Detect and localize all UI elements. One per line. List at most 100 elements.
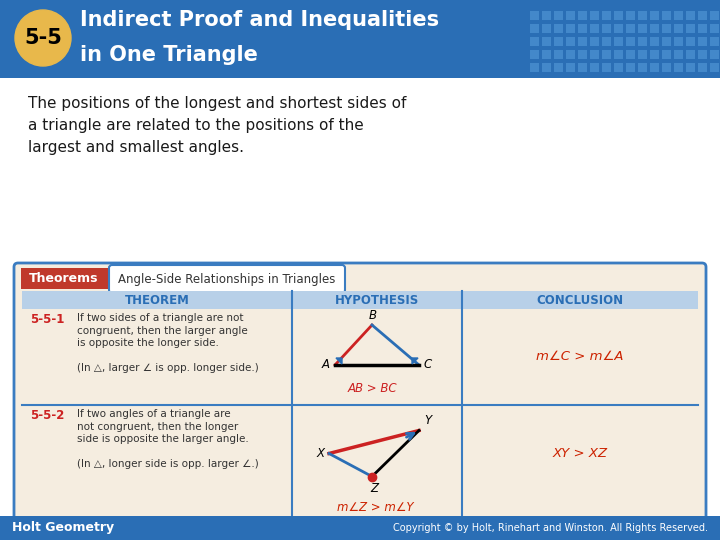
Text: X: X bbox=[316, 447, 324, 460]
Text: Holt Geometry: Holt Geometry bbox=[12, 522, 114, 535]
Bar bbox=[710, 24, 719, 33]
Text: XY > XZ: XY > XZ bbox=[552, 447, 608, 460]
Bar bbox=[662, 63, 671, 72]
Bar bbox=[566, 24, 575, 33]
Text: If two angles of a triangle are: If two angles of a triangle are bbox=[77, 409, 230, 419]
Bar bbox=[602, 11, 611, 20]
Bar bbox=[542, 50, 551, 59]
Text: 5-5: 5-5 bbox=[24, 28, 62, 48]
Bar bbox=[0, 0, 720, 78]
Bar bbox=[602, 50, 611, 59]
Bar bbox=[710, 63, 719, 72]
Bar bbox=[566, 63, 575, 72]
Bar bbox=[698, 50, 707, 59]
Bar bbox=[578, 63, 587, 72]
Bar bbox=[650, 37, 659, 46]
Bar bbox=[626, 63, 635, 72]
Bar bbox=[638, 63, 647, 72]
Text: largest and smallest angles.: largest and smallest angles. bbox=[28, 140, 244, 155]
Bar bbox=[530, 37, 539, 46]
Text: If two sides of a triangle are not: If two sides of a triangle are not bbox=[77, 313, 243, 323]
Bar bbox=[542, 37, 551, 46]
Text: 5-5-2: 5-5-2 bbox=[30, 409, 64, 422]
Bar bbox=[530, 11, 539, 20]
Text: side is opposite the larger angle.: side is opposite the larger angle. bbox=[77, 434, 248, 444]
Bar bbox=[710, 11, 719, 20]
Text: HYPOTHESIS: HYPOTHESIS bbox=[335, 294, 419, 307]
Polygon shape bbox=[336, 358, 342, 364]
Text: Z: Z bbox=[370, 483, 378, 496]
Bar bbox=[662, 50, 671, 59]
Text: B: B bbox=[369, 309, 377, 322]
Bar bbox=[590, 37, 599, 46]
Bar bbox=[554, 24, 563, 33]
Bar bbox=[578, 37, 587, 46]
Bar bbox=[626, 24, 635, 33]
Text: m∠Z > m∠Y: m∠Z > m∠Y bbox=[337, 501, 413, 514]
Bar bbox=[698, 37, 707, 46]
Bar bbox=[578, 24, 587, 33]
Bar bbox=[638, 37, 647, 46]
Bar bbox=[614, 11, 623, 20]
Text: The positions of the longest and shortest sides of: The positions of the longest and shortes… bbox=[28, 96, 406, 111]
Bar bbox=[662, 11, 671, 20]
Bar bbox=[590, 11, 599, 20]
Bar bbox=[698, 11, 707, 20]
Bar bbox=[710, 37, 719, 46]
Bar bbox=[614, 50, 623, 59]
Bar bbox=[686, 37, 695, 46]
Bar bbox=[662, 37, 671, 46]
Bar bbox=[578, 50, 587, 59]
Bar bbox=[650, 11, 659, 20]
Bar bbox=[614, 24, 623, 33]
Bar bbox=[662, 24, 671, 33]
Text: C: C bbox=[424, 357, 432, 370]
Text: Y: Y bbox=[424, 415, 431, 428]
Text: m∠C > m∠A: m∠C > m∠A bbox=[536, 350, 624, 363]
Bar bbox=[22, 291, 698, 309]
Bar bbox=[698, 63, 707, 72]
Text: A: A bbox=[322, 357, 330, 370]
Bar bbox=[542, 11, 551, 20]
Bar bbox=[590, 24, 599, 33]
Text: Theorems: Theorems bbox=[30, 273, 99, 286]
Bar bbox=[554, 63, 563, 72]
Text: in One Triangle: in One Triangle bbox=[80, 45, 258, 65]
Bar bbox=[542, 24, 551, 33]
Bar bbox=[0, 516, 720, 540]
Bar bbox=[590, 63, 599, 72]
Text: THEOREM: THEOREM bbox=[125, 294, 189, 307]
Bar bbox=[566, 11, 575, 20]
Bar bbox=[698, 24, 707, 33]
Bar bbox=[590, 50, 599, 59]
Text: is opposite the longer side.: is opposite the longer side. bbox=[77, 338, 219, 348]
Bar bbox=[638, 11, 647, 20]
Bar bbox=[626, 11, 635, 20]
Bar bbox=[638, 24, 647, 33]
FancyBboxPatch shape bbox=[14, 263, 706, 526]
Bar bbox=[686, 50, 695, 59]
Bar bbox=[686, 63, 695, 72]
Bar bbox=[674, 37, 683, 46]
Bar bbox=[710, 50, 719, 59]
Text: (In △, larger ∠ is opp. longer side.): (In △, larger ∠ is opp. longer side.) bbox=[77, 363, 258, 373]
Text: CONCLUSION: CONCLUSION bbox=[536, 294, 624, 307]
Bar bbox=[686, 11, 695, 20]
Bar bbox=[554, 50, 563, 59]
Bar bbox=[602, 37, 611, 46]
Bar bbox=[554, 37, 563, 46]
Bar bbox=[614, 37, 623, 46]
Text: congruent, then the larger angle: congruent, then the larger angle bbox=[77, 326, 248, 335]
Bar bbox=[626, 37, 635, 46]
Bar bbox=[602, 63, 611, 72]
Text: Indirect Proof and Inequalities: Indirect Proof and Inequalities bbox=[80, 10, 439, 30]
Bar bbox=[638, 50, 647, 59]
Bar bbox=[530, 63, 539, 72]
Bar bbox=[614, 63, 623, 72]
Bar bbox=[650, 63, 659, 72]
Circle shape bbox=[15, 10, 71, 66]
Text: (In △, longer side is opp. larger ∠.): (In △, longer side is opp. larger ∠.) bbox=[77, 459, 258, 469]
Text: Angle-Side Relationships in Triangles: Angle-Side Relationships in Triangles bbox=[118, 273, 336, 286]
Text: 5-5-1: 5-5-1 bbox=[30, 313, 64, 326]
Bar bbox=[626, 50, 635, 59]
